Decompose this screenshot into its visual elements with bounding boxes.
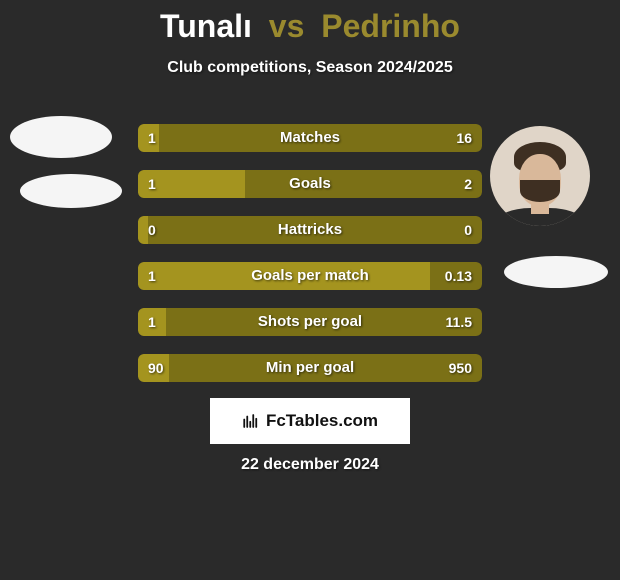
player1-name: Tunalı <box>160 8 252 44</box>
stat-bar: 00Hattricks <box>138 216 482 244</box>
brand-icon <box>242 412 260 430</box>
stat-label: Matches <box>138 124 482 152</box>
player2-name: Pedrinho <box>321 8 460 44</box>
stat-bar: 90950Min per goal <box>138 354 482 382</box>
player2-avatar <box>490 126 590 226</box>
player1-avatar <box>10 116 112 158</box>
comparison-title: Tunalı vs Pedrinho <box>0 0 620 45</box>
stat-bar: 10.13Goals per match <box>138 262 482 290</box>
stats-bars: 116Matches 12Goals 00Hattricks 10.13Goals p… <box>138 124 482 400</box>
player2-flag <box>504 256 608 288</box>
vs-text: vs <box>269 8 305 44</box>
stat-bar: 116Matches <box>138 124 482 152</box>
player1-flag <box>20 174 122 208</box>
subtitle: Club competitions, Season 2024/2025 <box>0 59 620 77</box>
stat-label: Goals per match <box>138 262 482 290</box>
date-text: 22 december 2024 <box>0 456 620 474</box>
stat-label: Goals <box>138 170 482 198</box>
stat-bar: 12Goals <box>138 170 482 198</box>
stat-label: Min per goal <box>138 354 482 382</box>
stat-label: Hattricks <box>138 216 482 244</box>
brand-badge: FcTables.com <box>210 398 410 444</box>
stat-bar: 111.5Shots per goal <box>138 308 482 336</box>
stat-label: Shots per goal <box>138 308 482 336</box>
brand-text: FcTables.com <box>266 411 378 431</box>
